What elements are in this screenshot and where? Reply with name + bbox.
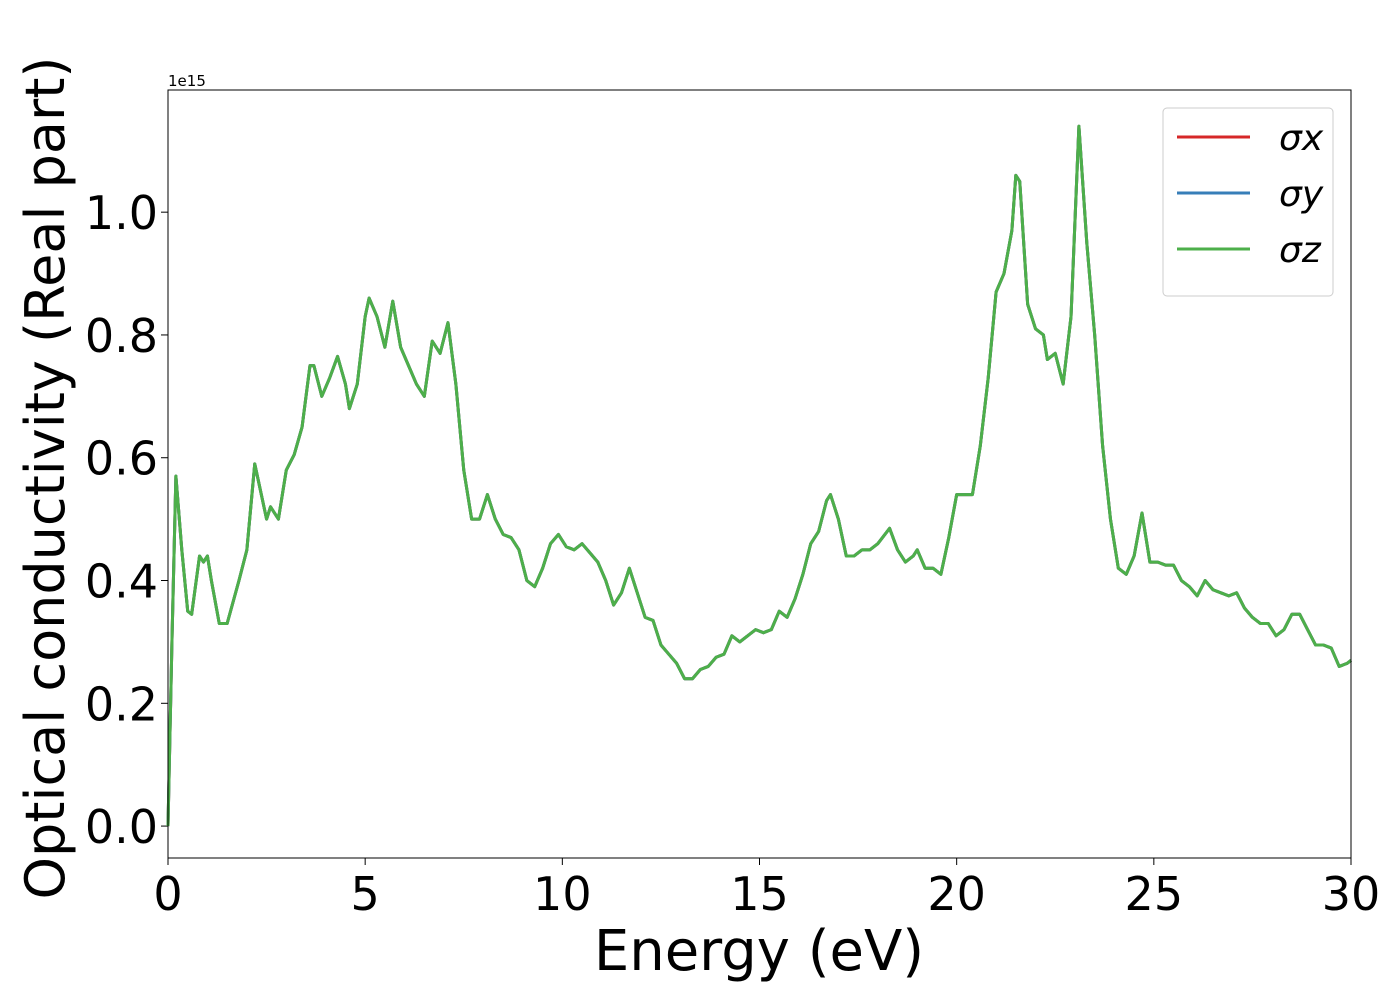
y-tick-label: 0.8 (85, 309, 158, 363)
legend-label: σx (1279, 118, 1324, 159)
y-tick-label: 1.0 (85, 186, 158, 240)
x-tick-label: 20 (927, 867, 986, 921)
legend-label: σz (1279, 230, 1322, 271)
plot-frame (167, 89, 1352, 859)
y-tick-label: 0.6 (85, 432, 158, 486)
x-tick-label: 5 (351, 867, 380, 921)
legend-label: σy (1279, 174, 1324, 215)
series-line (166, 124, 1352, 827)
x-tick-label: 30 (1322, 867, 1381, 921)
y-tick-label: 0.2 (85, 677, 158, 731)
y-axis-label: Optical conductivity (Real part) (14, 57, 77, 900)
y-tick-label: 0.4 (85, 555, 158, 609)
x-tick-label: 25 (1125, 867, 1184, 921)
y-tick-label: 0.0 (85, 800, 158, 854)
x-tick-label: 0 (153, 867, 182, 921)
y-offset-text: 1e15 (168, 72, 206, 90)
x-axis-label: Energy (eV) (594, 919, 924, 984)
x-tick-label: 15 (730, 867, 789, 921)
x-tick-label: 10 (533, 867, 592, 921)
